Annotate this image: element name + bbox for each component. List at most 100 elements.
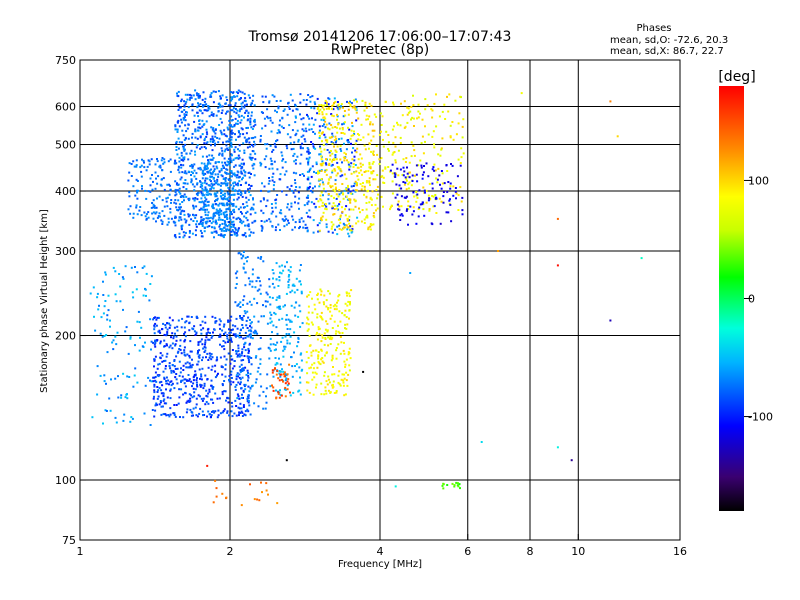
data-point: [119, 300, 122, 303]
data-point: [153, 206, 156, 209]
data-point: [367, 118, 369, 121]
data-point: [349, 137, 352, 140]
data-point: [279, 173, 282, 176]
data-point: [281, 336, 284, 339]
data-point: [215, 182, 218, 185]
data-point: [193, 198, 196, 201]
data-point: [220, 174, 223, 177]
data-point: [191, 136, 193, 139]
data-point: [132, 216, 135, 219]
data-point: [244, 366, 247, 369]
data-point: [339, 175, 342, 178]
data-point: [185, 101, 188, 103]
data-point: [211, 158, 214, 161]
data-point: [229, 362, 232, 365]
data-point: [259, 138, 262, 141]
data-point: [119, 285, 122, 288]
data-point: [387, 166, 390, 168]
data-point: [321, 132, 323, 135]
data-point: [249, 117, 252, 120]
data-point: [323, 116, 326, 119]
data-point: [196, 194, 199, 197]
data-point: [144, 384, 147, 387]
data-point: [459, 186, 462, 189]
data-point: [339, 384, 342, 387]
data-point: [315, 161, 318, 164]
data-point: [194, 153, 197, 156]
data-point: [297, 138, 300, 141]
data-point: [176, 121, 179, 123]
data-point: [186, 98, 189, 101]
data-point: [376, 197, 379, 200]
data-point: [237, 350, 240, 353]
data-point: [260, 385, 263, 388]
data-point: [324, 337, 327, 339]
data-point: [198, 356, 201, 359]
data-point: [236, 198, 239, 201]
data-point: [155, 206, 158, 209]
data-point: [190, 414, 193, 417]
data-point: [159, 352, 162, 355]
data-point: [235, 352, 238, 355]
data-point: [441, 182, 444, 185]
data-point: [146, 165, 149, 168]
data-point: [398, 208, 401, 211]
data-point: [166, 205, 169, 208]
data-point: [232, 182, 235, 185]
data-point: [254, 286, 257, 289]
data-point: [234, 228, 237, 231]
data-point: [249, 194, 252, 197]
data-point: [178, 141, 181, 144]
data-point: [165, 197, 168, 200]
data-point: [253, 498, 256, 501]
data-point: [242, 133, 245, 136]
data-point: [446, 190, 449, 193]
data-point: [287, 219, 289, 222]
data-point: [442, 483, 445, 486]
data-point: [336, 172, 339, 175]
data-point: [184, 354, 187, 357]
data-point: [226, 207, 229, 210]
data-point: [420, 142, 423, 145]
data-point: [154, 404, 157, 407]
data-point: [140, 175, 143, 178]
data-point: [243, 206, 246, 209]
data-point: [345, 358, 348, 361]
data-point: [117, 396, 120, 399]
data-point: [183, 351, 186, 354]
data-point: [206, 464, 209, 467]
data-point: [214, 200, 216, 203]
data-point: [226, 191, 229, 194]
data-point: [235, 176, 238, 179]
data-point: [188, 362, 191, 365]
data-point: [207, 366, 210, 369]
data-point: [191, 411, 194, 414]
data-point: [278, 396, 281, 399]
data-point: [480, 441, 483, 443]
data-point: [224, 368, 227, 371]
data-point: [447, 181, 450, 183]
data-point: [223, 380, 226, 382]
data-point: [211, 154, 214, 157]
data-point: [331, 336, 334, 339]
data-point: [227, 163, 230, 166]
data-point: [249, 123, 252, 126]
data-point: [183, 100, 186, 103]
data-point: [175, 162, 178, 165]
data-point: [279, 119, 281, 122]
data-point: [320, 393, 323, 396]
data-point: [265, 387, 268, 390]
data-point: [307, 158, 310, 161]
data-point: [178, 203, 181, 206]
data-point: [235, 183, 238, 186]
data-point: [323, 294, 326, 297]
data-point: [245, 141, 248, 144]
data-point: [290, 356, 292, 359]
data-point: [226, 396, 229, 399]
data-point: [277, 129, 280, 132]
data-point: [309, 96, 312, 99]
data-point: [219, 104, 222, 107]
data-point: [248, 96, 251, 99]
data-point: [168, 362, 171, 365]
data-point: [233, 190, 236, 192]
